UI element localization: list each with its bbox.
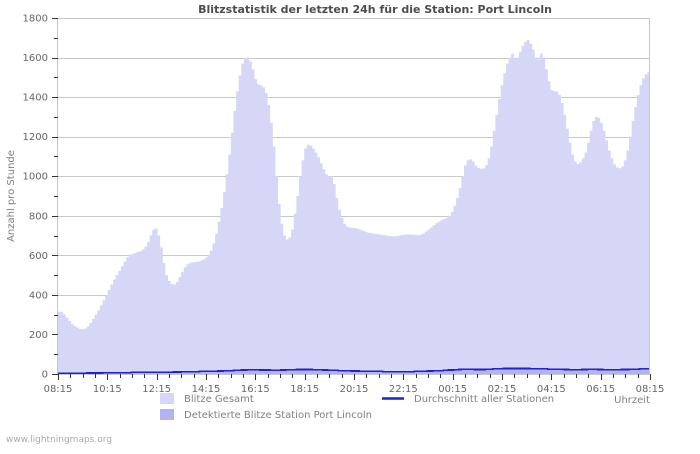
footer-watermark: www.lightningmaps.org	[6, 435, 112, 445]
chart-legend: Blitze Gesamt Detektierte Blitze Station …	[160, 393, 554, 421]
x-axis-label: Uhrzeit	[614, 395, 650, 406]
y-axis-label: Anzahl pro Stunde	[6, 150, 17, 242]
legend-swatch-icon	[160, 393, 174, 404]
y-tick-label: 1600	[23, 53, 48, 64]
average-line-path	[58, 367, 650, 375]
x-tick-label: 02:15	[488, 384, 517, 395]
y-axis-ticks: 0 200 400 600 800 1000 1200 1400 1600 1800	[23, 14, 58, 381]
y-tick-label: 1800	[23, 14, 48, 25]
legend-label: Durchschnitt aller Stationen	[414, 394, 554, 405]
x-tick-label: 04:15	[537, 384, 566, 395]
x-tick-label: 20:15	[340, 384, 369, 395]
x-tick-label: 12:15	[142, 384, 171, 395]
legend-item: Detektierte Blitze Station Port Lincoln	[160, 409, 372, 421]
y-tick-label: 800	[29, 211, 48, 222]
legend-item: Blitze Gesamt	[160, 393, 254, 405]
y-tick-label: 1000	[23, 172, 48, 183]
legend-swatch-icon	[160, 409, 174, 420]
y-tick-label: 0	[42, 370, 48, 381]
x-tick-label: 22:15	[389, 384, 418, 395]
chart-title: Blitzstatistik der letzten 24h für die S…	[198, 3, 552, 16]
y-tick-label: 1400	[23, 93, 48, 104]
y-tick-label: 1200	[23, 132, 48, 143]
x-tick-label: 00:15	[438, 384, 467, 395]
y-tick-label: 600	[29, 251, 48, 262]
x-tick-label: 18:15	[290, 384, 319, 395]
x-tick-label: 10:15	[93, 384, 122, 395]
series-area-total	[58, 39, 650, 374]
x-tick-label: 14:15	[192, 384, 221, 395]
x-tick-label: 06:15	[586, 384, 615, 395]
x-axis-ticks: 08:15 10:15 12:15 14:15 16:15 18:15 20:15 22:15…	[44, 374, 665, 395]
legend-label: Blitze Gesamt	[184, 394, 254, 405]
legend-item: Durchschnitt aller Stationen	[382, 394, 554, 405]
y-tick-label: 200	[29, 330, 48, 341]
y-tick-label: 400	[29, 290, 48, 301]
total-area-path	[58, 39, 650, 374]
x-tick-label: 08:15	[636, 384, 665, 395]
x-tick-label: 08:15	[44, 384, 73, 395]
series-line-average	[58, 367, 650, 375]
legend-label: Detektierte Blitze Station Port Lincoln	[184, 410, 372, 421]
x-tick-label: 16:15	[241, 384, 270, 395]
